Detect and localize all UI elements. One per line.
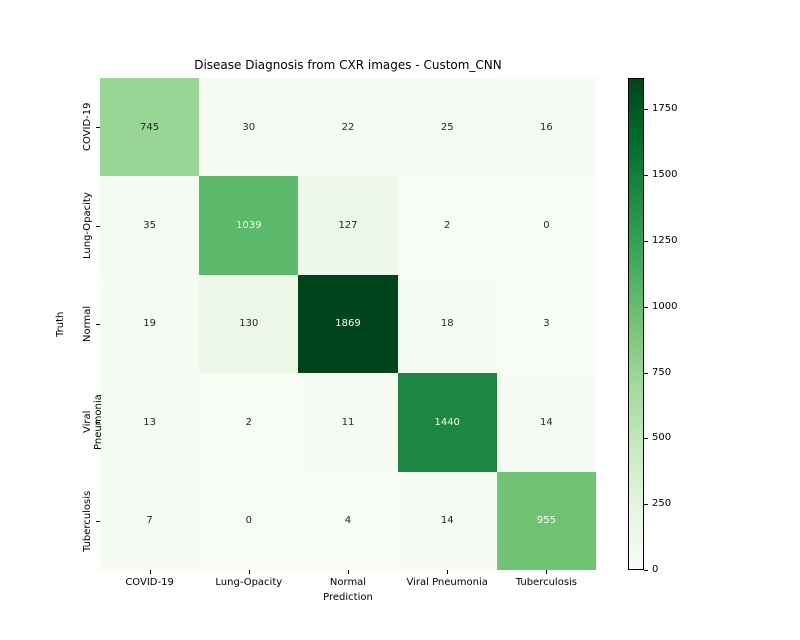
x-tick-label: COVID-19 xyxy=(100,577,199,588)
colorbar-tick-label: 750 xyxy=(652,367,671,378)
heatmap-cell: 22 xyxy=(298,78,397,176)
heatmap-cell: 19 xyxy=(100,275,199,373)
heatmap-cell: 1440 xyxy=(398,373,497,471)
heatmap-cell: 11 xyxy=(298,373,397,471)
heatmap-cell: 35 xyxy=(100,176,199,274)
heatmap-cell: 2 xyxy=(398,176,497,274)
chart-title: Disease Diagnosis from CXR images - Cust… xyxy=(100,58,596,72)
heatmap-cell: 14 xyxy=(398,472,497,570)
heatmap-cell: 130 xyxy=(199,275,298,373)
heatmap-cell: 745 xyxy=(100,78,199,176)
heatmap-cell: 0 xyxy=(497,176,596,274)
y-tick-label: Tuberculosis xyxy=(82,481,93,561)
y-tick-label: Lung-Opacity xyxy=(82,186,93,266)
heatmap-cell: 25 xyxy=(398,78,497,176)
heatmap-cell: 2 xyxy=(199,373,298,471)
x-tick-label: Lung-Opacity xyxy=(199,577,298,588)
y-tick-label: Viral Pneumonia xyxy=(82,382,104,462)
x-tick-label: Tuberculosis xyxy=(497,577,596,588)
heatmap-cell: 4 xyxy=(298,472,397,570)
heatmap-plot-area: 7453022251635103912720191301869183132111… xyxy=(100,78,596,570)
heatmap-cell: 16 xyxy=(497,78,596,176)
heatmap-cell: 13 xyxy=(100,373,199,471)
heatmap-matrix: 7453022251635103912720191301869183132111… xyxy=(100,78,596,570)
colorbar-tick-label: 250 xyxy=(652,498,671,509)
heatmap-cell: 14 xyxy=(497,373,596,471)
heatmap-cell: 1039 xyxy=(199,176,298,274)
colorbar-tick-label: 1750 xyxy=(652,103,677,114)
heatmap-cell: 1869 xyxy=(298,275,397,373)
y-axis-label: Truth xyxy=(55,309,66,339)
x-tick-label: Normal xyxy=(299,577,398,588)
x-axis-label: Prediction xyxy=(100,592,596,603)
colorbar-tick-label: 1500 xyxy=(652,169,677,180)
colorbar-tick-label: 1000 xyxy=(652,301,677,312)
colorbar xyxy=(628,78,644,570)
colorbar-tick-label: 500 xyxy=(652,432,671,443)
heatmap-cell: 30 xyxy=(199,78,298,176)
y-tick-label: Normal xyxy=(82,284,93,364)
heatmap-cell: 18 xyxy=(398,275,497,373)
heatmap-cell: 0 xyxy=(199,472,298,570)
heatmap-cell: 127 xyxy=(298,176,397,274)
heatmap-cell: 7 xyxy=(100,472,199,570)
heatmap-cell: 3 xyxy=(497,275,596,373)
y-tick-label: COVID-19 xyxy=(82,87,93,167)
heatmap-cell: 955 xyxy=(497,472,596,570)
x-tick-label: Viral Pneumonia xyxy=(398,577,497,588)
colorbar-tick-label: 0 xyxy=(652,564,658,575)
colorbar-tick-label: 1250 xyxy=(652,235,677,246)
